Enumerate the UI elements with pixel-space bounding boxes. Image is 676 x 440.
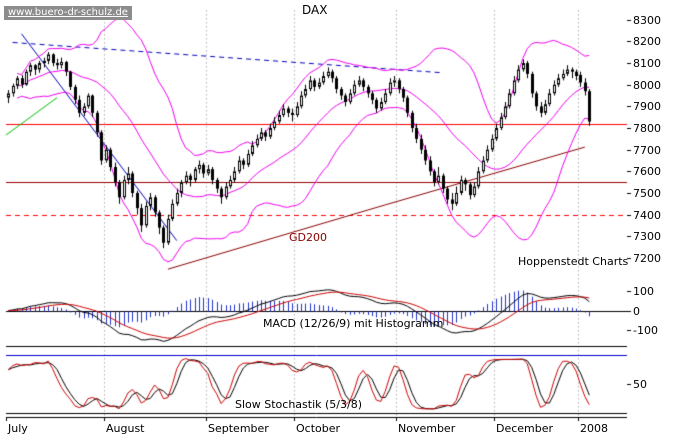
price-tick-label: 7400	[633, 209, 661, 222]
month-label: December	[496, 422, 554, 435]
macd-tick-label: 100	[633, 285, 654, 298]
month-label: September	[208, 422, 269, 435]
price-tick-label: 7200	[633, 252, 661, 265]
price-tick-label: 7800	[633, 122, 661, 135]
macd-indicator-label: MACD (12/26/9) mit Histogramm	[263, 317, 444, 330]
month-label: October	[296, 422, 341, 435]
price-tick-label: 8300	[633, 14, 661, 27]
month-label: November	[398, 422, 456, 435]
price-tick-label: 8000	[633, 79, 661, 92]
price-tick-label: 7700	[633, 144, 661, 157]
month-label: July	[8, 422, 28, 435]
month-label: August	[106, 422, 145, 435]
price-tick-label: 8100	[633, 57, 661, 70]
stochastic-tick-label: 50	[633, 378, 647, 391]
macd-tick-label: -100	[633, 324, 658, 337]
stochastic-indicator-label: Slow Stochastik (5/3/8)	[235, 398, 363, 411]
price-tick-label: 7600	[633, 165, 661, 178]
watermark-link[interactable]: www.buero-dr-schulz.de	[4, 6, 132, 20]
price-tick-label: 8200	[633, 35, 661, 48]
chart-title: DAX	[302, 3, 328, 17]
month-label: 2008	[580, 422, 608, 435]
gd200-label: GD200	[289, 231, 327, 244]
price-tick-label: 7500	[633, 187, 661, 200]
price-tick-label: 7900	[633, 100, 661, 113]
credit-label: Hoppenstedt Charts	[518, 255, 629, 268]
macd-tick-label: 0	[633, 305, 640, 318]
price-tick-label: 7300	[633, 230, 661, 243]
